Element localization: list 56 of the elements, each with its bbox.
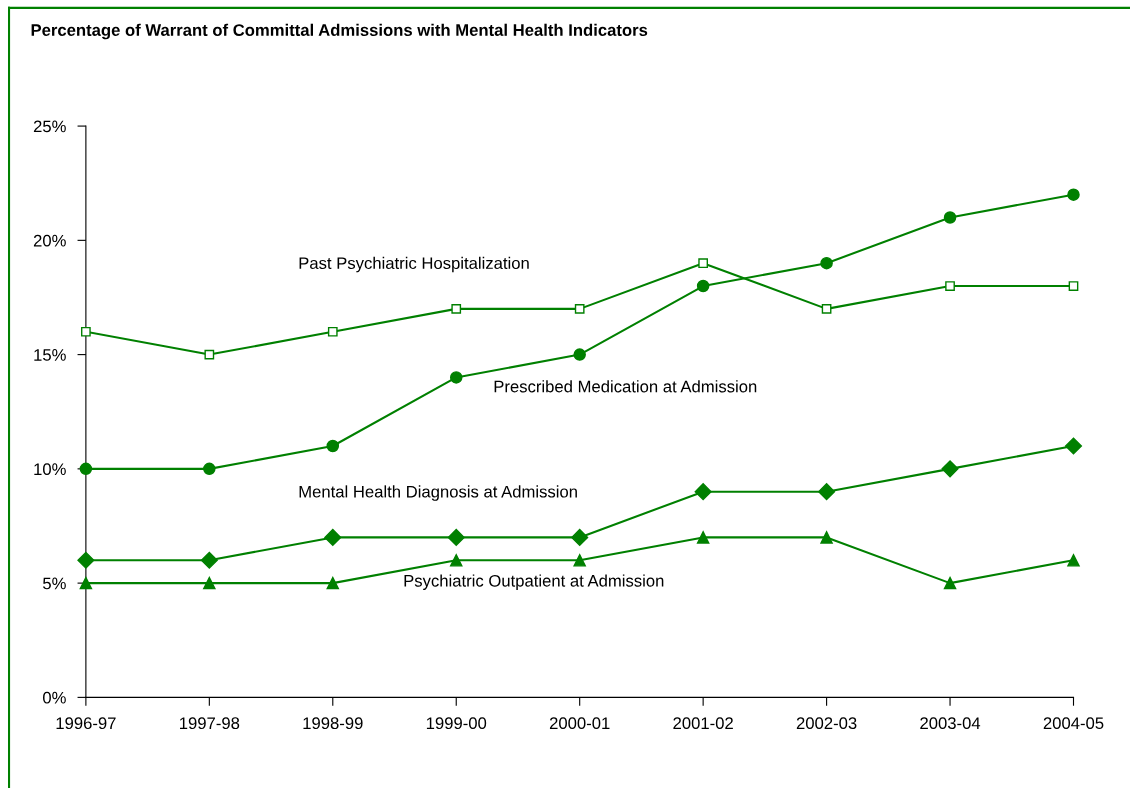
point <box>818 483 836 501</box>
point <box>696 531 710 544</box>
point <box>573 554 586 567</box>
point <box>203 462 216 476</box>
point <box>941 460 959 478</box>
x-tick-label: 2004-05 <box>1043 717 1104 730</box>
point <box>324 528 342 546</box>
point <box>574 304 585 314</box>
y-tick-label: 5% <box>43 577 66 590</box>
point <box>81 326 91 337</box>
point <box>326 439 340 453</box>
point <box>943 576 957 590</box>
series-label: Psychiatric Outpatient at Admission <box>404 574 664 590</box>
y-tick-label: 15% <box>34 349 66 361</box>
y-tick-label: 25% <box>33 120 66 133</box>
point <box>200 551 218 569</box>
series-label: Mental Health Diagnosis at Admission <box>299 485 577 501</box>
chart-title: Percentage of Warrant of Committal Admissions with Mental Health Indicators <box>31 23 648 40</box>
point <box>696 279 710 293</box>
series-label: Prescribed Medication at Admission <box>494 380 757 393</box>
x-tick-label: 2000-01 <box>549 717 610 730</box>
point <box>1068 281 1079 291</box>
point <box>77 551 95 569</box>
point <box>821 304 832 314</box>
point <box>1067 188 1080 201</box>
point <box>820 256 833 270</box>
point <box>945 281 955 291</box>
point <box>943 211 957 224</box>
point <box>326 576 340 590</box>
x-tick-label: 1998-99 <box>303 717 363 730</box>
point <box>449 554 463 567</box>
point <box>79 462 93 476</box>
point <box>447 528 465 546</box>
x-tick-label: 1997-98 <box>180 717 240 730</box>
point <box>1067 554 1080 567</box>
point <box>79 576 93 590</box>
text: Past Psychiatric Hospitalization <box>299 256 529 273</box>
point <box>449 371 463 384</box>
point <box>204 349 215 360</box>
y-tick-label: 0% <box>43 691 66 704</box>
x-tick-label: 1999-00 <box>426 717 487 730</box>
x-tick-label: 1996-97 <box>56 717 116 730</box>
point <box>327 326 338 337</box>
x-tick-label: 2001-02 <box>673 717 733 730</box>
point <box>573 348 586 361</box>
point <box>820 531 833 544</box>
y-tick-label: 20% <box>33 234 66 247</box>
x-tick-label: 2002-03 <box>796 717 857 730</box>
y-tick-label: 10% <box>34 463 66 476</box>
point <box>451 304 462 314</box>
point <box>698 258 709 269</box>
x-tick-label: 2003-04 <box>920 717 981 730</box>
point <box>1064 437 1083 455</box>
point <box>203 576 216 590</box>
point <box>571 528 589 546</box>
point <box>694 483 712 501</box>
